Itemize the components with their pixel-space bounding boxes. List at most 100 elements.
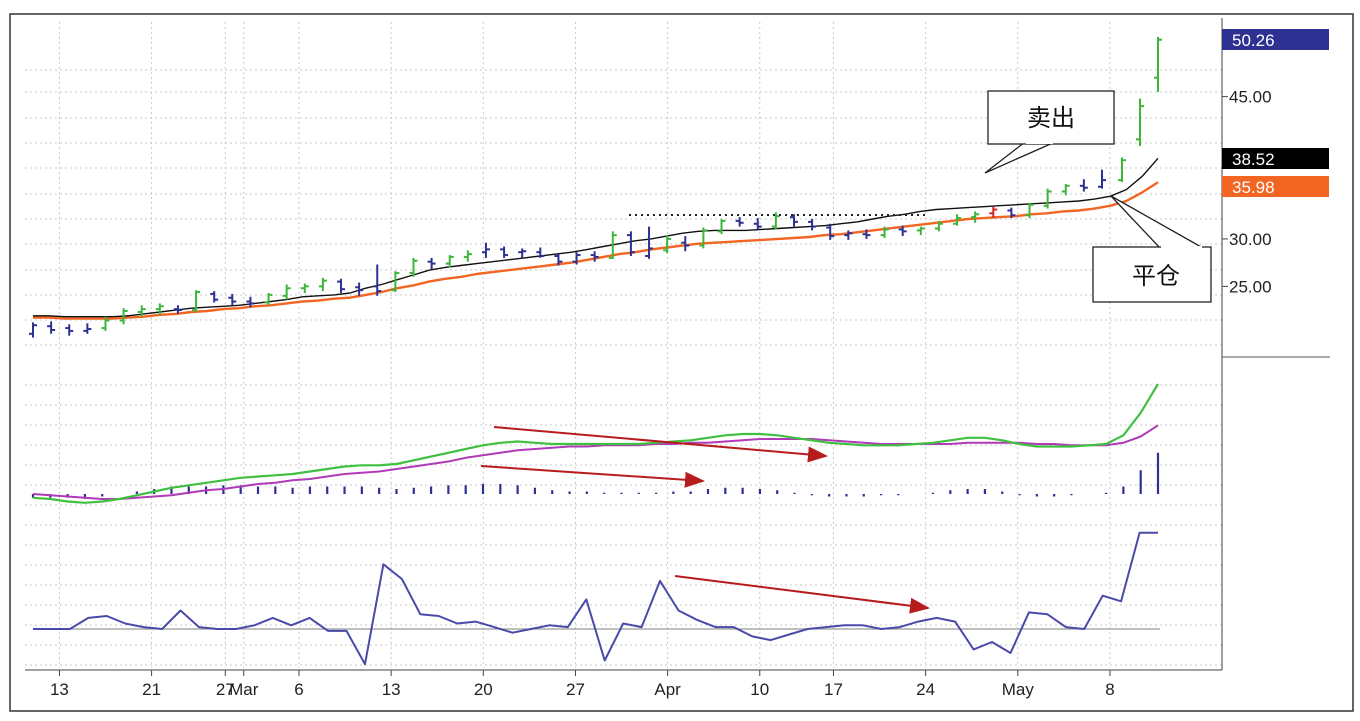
ohlc-bar: [590, 251, 599, 262]
sell-callout: 卖出: [984, 90, 1115, 174]
close-position-callout: 平仓: [1092, 195, 1212, 303]
ohlc-bar: [173, 305, 182, 314]
ohlc-bar: [1136, 98, 1144, 146]
ohlc-bar: [373, 264, 382, 296]
price-tick-label: 30.00: [1229, 230, 1272, 249]
date-label: May: [1002, 680, 1035, 699]
ohlc-bar: [318, 277, 327, 292]
ohlc-bar: [916, 226, 925, 236]
ohlc-bar: [1118, 157, 1126, 183]
ohlc-bar: [481, 242, 490, 258]
ohlc-bar: [1061, 183, 1070, 196]
close-position-label: 平仓: [1132, 262, 1180, 290]
ohlc-bar: [789, 214, 798, 227]
outer-border: [9, 13, 1354, 712]
ohlc-bar: [1043, 188, 1052, 209]
date-label: 10: [750, 680, 769, 699]
ohlc-bar: [753, 218, 762, 230]
ohlc-bar: [1007, 207, 1016, 219]
date-label: 27: [566, 680, 585, 699]
ohlc-bar: [65, 324, 74, 336]
ohlc-bar: [608, 231, 617, 259]
ohlc-bar: [409, 257, 418, 277]
price-badge-label: 50.26: [1232, 31, 1275, 50]
date-label: 20: [474, 680, 493, 699]
ohlc-bar: [898, 225, 907, 237]
ohlc-bar: [934, 220, 943, 232]
ohlc-bar: [717, 219, 726, 235]
ohlc-bar: [844, 230, 853, 240]
macd-signal-line: [32, 424, 1159, 500]
ohlc-bar: [1154, 36, 1162, 92]
ohlc-bar: [554, 254, 563, 266]
ohlc-bar: [808, 219, 817, 231]
price-axis-ticks: 45.00 30.00 25.00: [1222, 88, 1272, 296]
price-badge-label: 35.98: [1232, 178, 1275, 197]
ohlc-bar: [101, 316, 110, 331]
ohlc-bar: [826, 223, 835, 240]
ohlc-bar: [1098, 169, 1106, 189]
date-label: 8: [1105, 680, 1114, 699]
ohlc-bar: [681, 236, 690, 252]
ohlc-bar: [427, 257, 436, 270]
ohlc-bar: [445, 255, 454, 268]
ohlc-bar: [500, 246, 509, 258]
ema-fast-line: [33, 157, 1159, 318]
ohlc-bar: [355, 282, 364, 296]
ohlc-bar: [228, 293, 237, 306]
ohlc-bar: [645, 226, 654, 259]
ohlc-bar: [192, 290, 201, 312]
ohlc-bar: [1079, 179, 1088, 192]
price-badge: 38.52: [1222, 148, 1329, 169]
ohlc-bar: [735, 217, 744, 227]
price-badge-bg: [1222, 148, 1329, 169]
ohlc-bar: [1025, 202, 1034, 219]
oscillator-panel: [33, 531, 1158, 666]
ohlc-bar: [971, 211, 980, 223]
sell-label: 卖出: [1027, 104, 1075, 132]
ohlc-bar: [953, 214, 962, 226]
price-tick-label: 25.00: [1229, 277, 1272, 296]
ohlc-bar: [246, 296, 255, 308]
ohlc-bar: [264, 292, 273, 306]
oscillator-divergence-arrow: [674, 575, 930, 614]
ohlc-bar: [572, 252, 581, 265]
date-label: 27: [216, 680, 235, 699]
ohlc-bar: [626, 231, 635, 256]
ohlc-bar: [771, 212, 780, 230]
price-badges: 50.26 38.52 35.98: [1222, 29, 1329, 197]
price-badge: 35.98: [1222, 176, 1329, 197]
macd-panel: [31, 383, 1160, 504]
price-badge-label: 38.52: [1232, 150, 1275, 169]
ohlc-bar: [119, 308, 128, 325]
price-badge-bg: [1222, 176, 1329, 197]
ohlc-bar: [663, 235, 672, 254]
macd-divergence-arrow-1: [493, 426, 828, 463]
ohlc-bar: [989, 206, 998, 219]
price-tick-label: 45.00: [1229, 88, 1272, 107]
ohlc-bar: [337, 278, 346, 293]
ohlc-bar: [47, 321, 56, 334]
date-label: 13: [50, 680, 69, 699]
macd-line: [32, 383, 1159, 504]
ohlc-bar: [880, 226, 889, 238]
date-label: 21: [142, 680, 161, 699]
ohlc-bar: [699, 227, 708, 249]
ohlc-bar: [137, 305, 146, 317]
price-badge: 50.26: [1222, 29, 1329, 50]
date-label: 6: [294, 680, 303, 699]
ohlc-bar: [83, 323, 92, 334]
ohlc-bar: [210, 291, 219, 303]
ohlc-bar: [155, 303, 164, 315]
ohlc-bar: [536, 247, 545, 258]
price-bars: [29, 36, 1162, 338]
ohlc-bar: [518, 248, 527, 258]
date-label: Apr: [654, 680, 681, 699]
ohlc-bar: [862, 229, 871, 239]
date-label: Mar: [229, 680, 259, 699]
ohlc-bar: [282, 284, 291, 300]
date-label: 17: [824, 680, 843, 699]
